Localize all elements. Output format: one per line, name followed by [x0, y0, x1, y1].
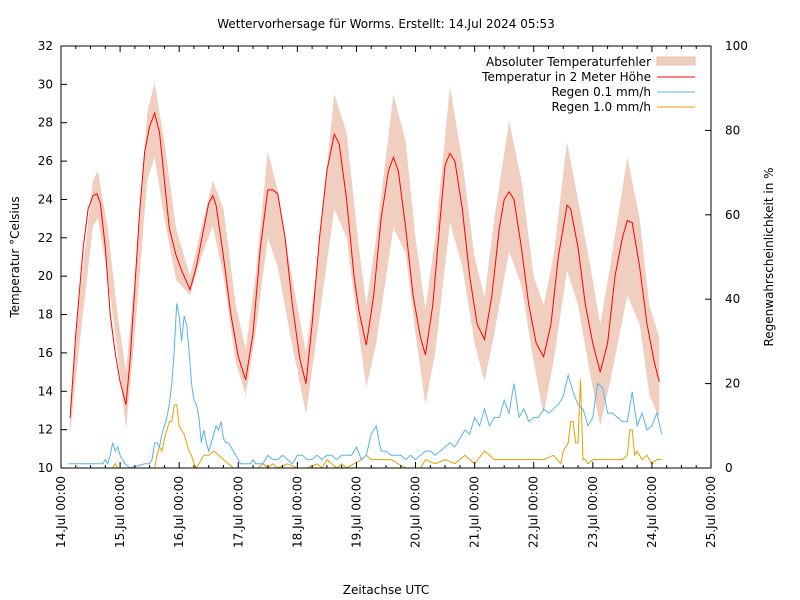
series-lines-layer: [68, 111, 663, 469]
y-tick-label: 32: [38, 39, 53, 53]
x-tick-label: 20.Jul 00:00: [409, 476, 423, 548]
y2-tick-label: 80: [725, 123, 740, 137]
error-band-layer: [70, 82, 660, 434]
y-tick-label: 20: [38, 269, 53, 283]
y-tick-label: 28: [38, 116, 53, 130]
y2-tick-label: 40: [725, 292, 740, 306]
legend-label-rain-01: Regen 0.1 mm/h: [551, 85, 651, 99]
y2-tick-label: 0: [725, 461, 733, 475]
x-tick-label: 16.Jul 00:00: [172, 476, 186, 548]
y-tick-label: 24: [38, 192, 53, 206]
x-tick-label: 24.Jul 00:00: [645, 476, 659, 548]
y2-tick-label: 20: [725, 377, 740, 391]
y-tick-label: 22: [38, 231, 53, 245]
x-tick-label: 25.Jul 00:00: [704, 476, 718, 548]
x-tick-label: 18.Jul 00:00: [290, 476, 304, 548]
x-tick-label: 23.Jul 00:00: [586, 476, 600, 548]
y-tick-label: 16: [38, 346, 53, 360]
rain-01-line: [68, 303, 663, 469]
x-axis-label: Zeitachse UTC: [343, 583, 429, 597]
y-tick-label: 30: [38, 77, 53, 91]
legend-label-temperature: Temperatur in 2 Meter Höhe: [481, 70, 651, 84]
y-tick-label: 14: [38, 384, 53, 398]
x-tick-label: 14.Jul 00:00: [54, 476, 68, 548]
x-tick-label: 15.Jul 00:00: [113, 476, 127, 548]
rain-10-line: [112, 379, 662, 469]
legend-label-error-band: Absoluter Temperaturfehler: [486, 55, 651, 69]
x-tick-label: 21.Jul 00:00: [468, 476, 482, 548]
legend: Absoluter Temperaturfehler Temperatur in…: [481, 55, 696, 114]
temperature-line: [69, 111, 660, 419]
x-tick-label: 22.Jul 00:00: [527, 476, 541, 548]
legend-swatch-error-band: [656, 56, 696, 66]
y2-axis-label: Regenwahrscheinlichkeit in %: [762, 167, 776, 346]
y-tick-label: 12: [38, 423, 53, 437]
x-tick-label: 17.Jul 00:00: [231, 476, 245, 548]
y-axis-left: 10 12 14 16 18 20 22 24 26 28 30 32: [38, 39, 67, 475]
y-tick-label: 10: [38, 461, 53, 475]
temperature-error-band: [70, 82, 660, 434]
y2-tick-label: 100: [725, 39, 748, 53]
y-tick-label: 26: [38, 154, 53, 168]
y2-tick-label: 60: [725, 208, 740, 222]
x-tick-label: 19.Jul 00:00: [349, 476, 363, 548]
x-axis: 14.Jul 00:00 15.Jul 00:00 16.Jul 00:00 17.J…: [54, 46, 718, 548]
legend-label-rain-10: Regen 1.0 mm/h: [551, 100, 651, 114]
y-axis-right: 0 20 40 60 80 100: [705, 39, 748, 475]
chart-title: Wettervorhersage für Worms. Erstellt: 14…: [217, 17, 555, 31]
y-tick-label: 18: [38, 308, 53, 322]
y-axis-label: Temperatur °Celsius: [8, 196, 22, 318]
